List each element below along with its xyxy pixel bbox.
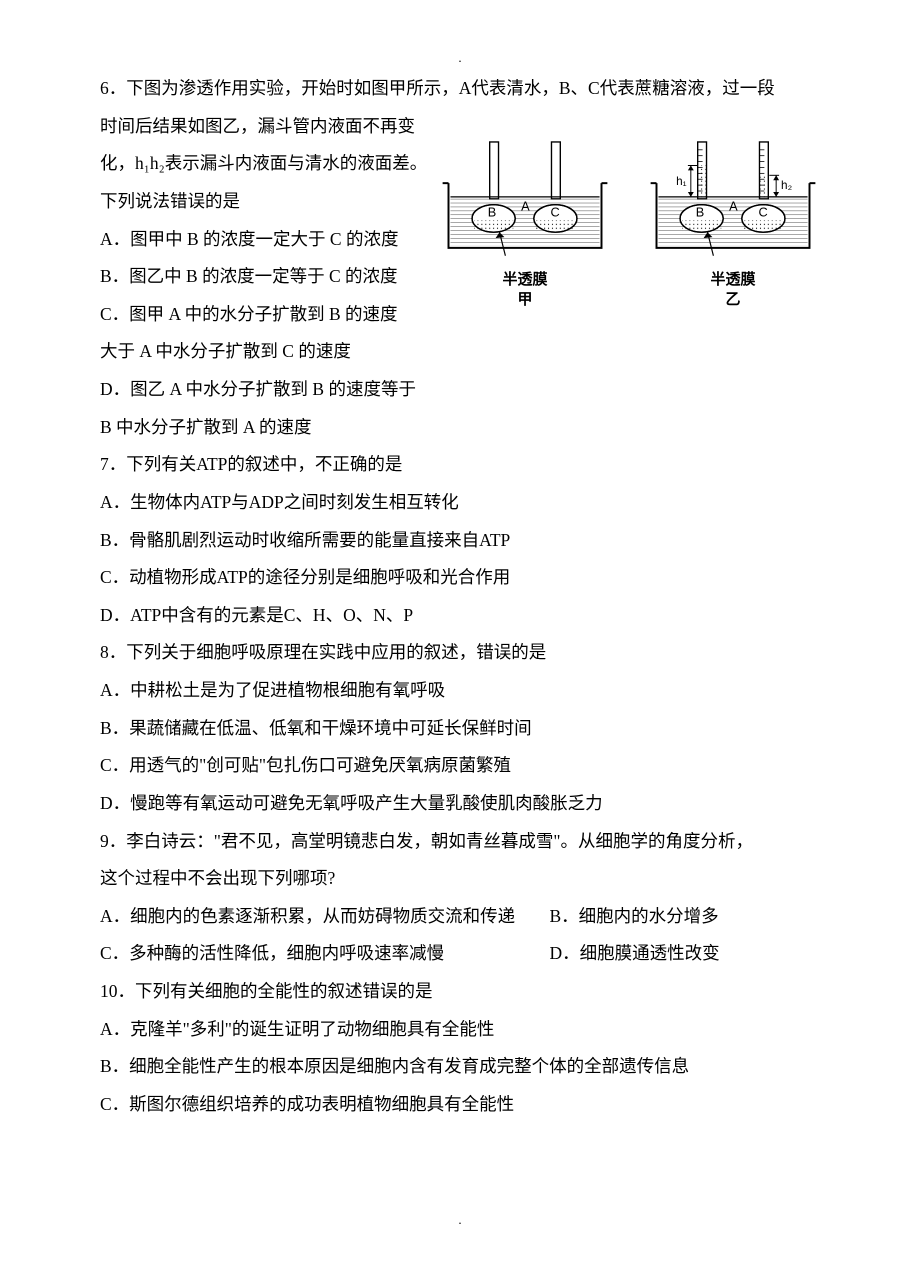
q9-opt-b: B．细胞内的水分增多 — [550, 898, 826, 936]
q6-stem-1: 6．下图为渗透作用实验，开始时如图甲所示，A代表清水，B、C代表蔗糖溶液，过一段 — [100, 70, 825, 108]
svg-text:A: A — [729, 199, 738, 214]
beaker-yi-icon: h₁ h₂ — [643, 140, 823, 268]
q8-stem: 8．下列关于细胞呼吸原理在实践中应用的叙述，错误的是 — [100, 634, 825, 672]
q8-opt-a: A．中耕松土是为了促进植物根细胞有氧呼吸 — [100, 672, 825, 710]
q6-opt-c-2: 大于 A 中水分子扩散到 C 的速度 — [100, 333, 825, 371]
svg-text:C: C — [551, 205, 560, 220]
q8-opt-d: D．慢跑等有氧运动可避免无氧呼吸产生大量乳酸使肌肉酸胀乏力 — [100, 785, 825, 823]
q6-stem-3: 化，h₁h₂表示漏斗内液面与清水的液面差。 — [100, 145, 440, 183]
caption-yi: 半透膜 乙 — [710, 270, 755, 311]
osmosis-figure: B A C 半透膜 甲 — [435, 140, 835, 310]
svg-text:C: C — [759, 205, 768, 220]
q9-opt-a: A．细胞内的色素逐渐积累，从而妨碍物质交流和传递 — [100, 898, 550, 936]
q6-opt-b: B．图乙中 B 的浓度一定等于 C 的浓度 — [100, 258, 440, 296]
q6-opt-c-1: C．图甲 A 中的水分子扩散到 B 的速度 — [100, 296, 440, 334]
q10-opt-a: A．克隆羊"多利"的诞生证明了动物细胞具有全能性 — [100, 1011, 825, 1049]
q6-stem-4: 下列说法错误的是 — [100, 183, 440, 221]
q10-opt-c: C．斯图尔德组织培养的成功表明植物细胞具有全能性 — [100, 1086, 825, 1124]
q7-opt-d: D．ATP中含有的元素是C、H、O、N、P — [100, 597, 825, 635]
page-dot-bottom: . — [458, 1206, 461, 1234]
q10-opt-b: B．细胞全能性产生的根本原因是细胞内含有发育成完整个体的全部遗传信息 — [100, 1048, 825, 1086]
q7-opt-b: B．骨骼肌剧烈运动时收缩所需要的能量直接来自ATP — [100, 522, 825, 560]
svg-text:h₂: h₂ — [781, 179, 792, 192]
q9-opt-c: C．多种酶的活性降低，细胞内呼吸速率减慢 — [100, 935, 550, 973]
q6-opt-d-1: D．图乙 A 中水分子扩散到 B 的速度等于 — [100, 371, 825, 409]
svg-text:B: B — [696, 205, 705, 220]
q6-stem-2: 时间后结果如图乙，漏斗管内液面不再变 — [100, 108, 440, 146]
svg-text:A: A — [521, 199, 530, 214]
svg-text:B: B — [488, 205, 497, 220]
q10-stem: 10．下列有关细胞的全能性的叙述错误的是 — [100, 973, 825, 1011]
q8-opt-b: B．果蔬储藏在低温、低氧和干燥环境中可延长保鲜时间 — [100, 710, 825, 748]
q7-stem: 7．下列有关ATP的叙述中，不正确的是 — [100, 446, 825, 484]
beaker-jia-icon: B A C — [435, 140, 615, 268]
q7-opt-a: A．生物体内ATP与ADP之间时刻发生相互转化 — [100, 484, 825, 522]
q9-stem-1: 9．李白诗云："君不见，高堂明镜悲白发，朝如青丝暮成雪"。从细胞学的角度分析， — [100, 823, 825, 861]
q9-opt-d: D．细胞膜通透性改变 — [550, 935, 826, 973]
svg-text:h₁: h₁ — [676, 175, 687, 188]
q6-opt-a: A．图甲中 B 的浓度一定大于 C 的浓度 — [100, 221, 440, 259]
q9-stem-2: 这个过程中不会出现下列哪项? — [100, 860, 825, 898]
q8-opt-c: C．用透气的"创可贴"包扎伤口可避免厌氧病原菌繁殖 — [100, 747, 825, 785]
q6-opt-d-2: B 中水分子扩散到 A 的速度 — [100, 409, 825, 447]
caption-jia: 半透膜 甲 — [502, 270, 547, 311]
page-dot-top: . — [458, 44, 461, 72]
q7-opt-c: C．动植物形成ATP的途径分别是细胞呼吸和光合作用 — [100, 559, 825, 597]
